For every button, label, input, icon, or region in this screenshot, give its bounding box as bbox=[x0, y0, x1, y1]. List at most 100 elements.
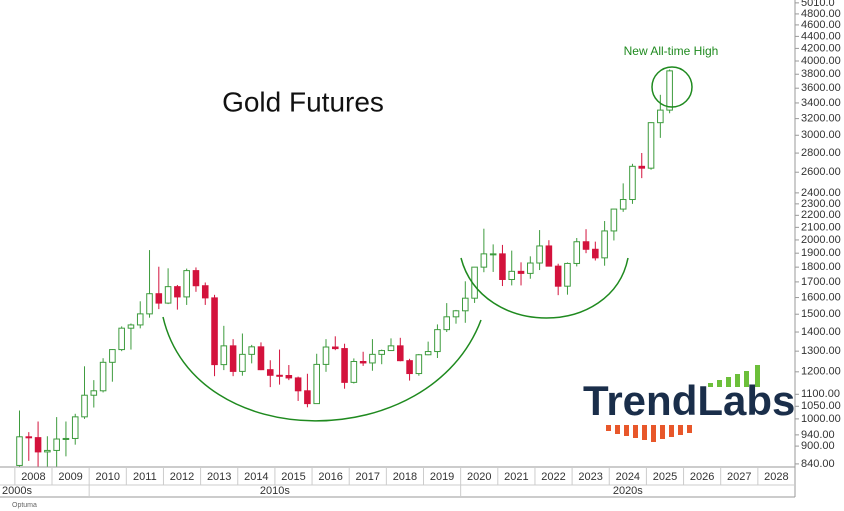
x-tick-label: 2019 bbox=[430, 471, 454, 483]
candle-body bbox=[601, 230, 608, 259]
candle-body bbox=[174, 286, 181, 298]
candle-body bbox=[536, 245, 543, 264]
y-tick-label: 4400.00 bbox=[801, 30, 841, 42]
x-tick-label: 2024 bbox=[616, 471, 640, 483]
candle-body bbox=[229, 345, 237, 372]
candle-body bbox=[480, 253, 488, 268]
x-tick-label: 2020 bbox=[467, 471, 491, 483]
y-tick-label: 1800.00 bbox=[801, 261, 841, 273]
candle-body bbox=[369, 353, 376, 364]
candle-body bbox=[99, 361, 107, 392]
candle-body bbox=[201, 285, 209, 299]
candle-body bbox=[443, 316, 451, 331]
candle-body bbox=[239, 353, 246, 372]
candle-body bbox=[350, 360, 358, 383]
candle-body bbox=[406, 360, 413, 375]
candle-body bbox=[53, 438, 60, 451]
y-tick-label: 3600.00 bbox=[801, 82, 841, 94]
candle-body bbox=[387, 345, 395, 352]
annotation: New All-time High bbox=[624, 44, 719, 58]
candle-body bbox=[183, 270, 190, 298]
x-tick-label: 2015 bbox=[281, 471, 305, 483]
candle-body bbox=[44, 449, 51, 453]
y-tick-label: 1000.00 bbox=[801, 413, 841, 425]
candle-body bbox=[248, 346, 255, 355]
y-tick-label: 2800.00 bbox=[801, 147, 841, 159]
candle-body bbox=[610, 208, 618, 232]
candle-body bbox=[554, 265, 562, 287]
candle-body bbox=[146, 293, 153, 315]
x-tick-label: 2026 bbox=[690, 471, 714, 483]
candle-body bbox=[573, 241, 581, 264]
y-tick-label: 2300.00 bbox=[801, 198, 841, 210]
candle-body bbox=[489, 253, 497, 256]
x-tick-label: 2014 bbox=[244, 471, 268, 483]
candle-body bbox=[434, 329, 441, 353]
candle-body bbox=[619, 199, 627, 210]
y-tick-label: 2400.00 bbox=[801, 187, 841, 199]
y-tick-label: 1400.00 bbox=[801, 326, 841, 338]
y-tick-label: 3800.00 bbox=[801, 68, 841, 80]
y-tick-label: 1050.00 bbox=[801, 400, 841, 412]
logo-text: TrendLabs bbox=[583, 377, 795, 424]
y-tick-label: 4800.00 bbox=[801, 8, 841, 20]
x-tick-label: 2009 bbox=[58, 471, 82, 483]
candle-body bbox=[81, 394, 88, 418]
source: Optuma bbox=[12, 502, 37, 509]
candle-body bbox=[527, 262, 534, 274]
y-tick-label: 4600.00 bbox=[801, 19, 841, 31]
candles bbox=[16, 69, 673, 467]
x-tick-label: 2013 bbox=[207, 471, 231, 483]
candle-body bbox=[62, 437, 70, 440]
y-tick-label: 3200.00 bbox=[801, 113, 841, 125]
y-tick-label: 2100.00 bbox=[801, 221, 841, 233]
y-tick-label: 5010.0 bbox=[801, 0, 835, 9]
candle-body bbox=[285, 375, 293, 379]
candle-body bbox=[220, 345, 228, 366]
x-tick-label: 2008 bbox=[21, 471, 45, 483]
x-tick-label: 2012 bbox=[170, 471, 194, 483]
x-tick-label: 2025 bbox=[653, 471, 677, 483]
candle-body bbox=[257, 346, 265, 371]
candle-body bbox=[415, 354, 423, 375]
x-tick-label: 2016 bbox=[318, 471, 342, 483]
y-tick-label: 2200.00 bbox=[801, 209, 841, 221]
candle-body bbox=[424, 351, 432, 356]
candle-body bbox=[359, 360, 367, 364]
handle-arc bbox=[460, 257, 629, 319]
x-tick-label: 2010 bbox=[95, 471, 119, 483]
candle-body bbox=[118, 327, 125, 351]
candle-body bbox=[16, 436, 23, 466]
candle-body bbox=[629, 165, 636, 201]
candle-body bbox=[25, 436, 33, 439]
y-tick-label: 3000.00 bbox=[801, 129, 841, 141]
y-tick-label: 840.00 bbox=[801, 458, 835, 470]
candle-body bbox=[127, 324, 135, 329]
candle-body bbox=[508, 270, 516, 280]
x-tick-label: 2022 bbox=[541, 471, 565, 483]
candle-body bbox=[294, 377, 302, 392]
y-tick-label: 2000.00 bbox=[801, 234, 841, 246]
chart-title: Gold Futures bbox=[222, 86, 384, 117]
y-tick-label: 1100.00 bbox=[801, 388, 840, 400]
candle-body bbox=[192, 270, 200, 287]
candle-body bbox=[564, 262, 571, 287]
candle-body bbox=[647, 122, 655, 169]
x-tick-label: 2017 bbox=[356, 471, 380, 483]
y-tick-label: 1200.00 bbox=[801, 366, 841, 378]
candle-body bbox=[378, 350, 385, 355]
candle-body bbox=[666, 70, 673, 111]
candle-body bbox=[322, 346, 330, 365]
y-tick-label: 1500.00 bbox=[801, 308, 841, 320]
y-tick-label: 3400.00 bbox=[801, 97, 841, 109]
candle-body bbox=[136, 313, 144, 326]
logo: TrendLabs bbox=[583, 365, 795, 442]
y-tick-label: 1900.00 bbox=[801, 247, 841, 259]
x-group-label: 2000s bbox=[2, 485, 32, 497]
candle-body bbox=[397, 345, 404, 362]
candle-body bbox=[545, 245, 553, 267]
candle-body bbox=[164, 286, 172, 304]
candle-body bbox=[276, 374, 283, 377]
candle-body bbox=[499, 253, 506, 280]
candle-body bbox=[109, 349, 116, 363]
